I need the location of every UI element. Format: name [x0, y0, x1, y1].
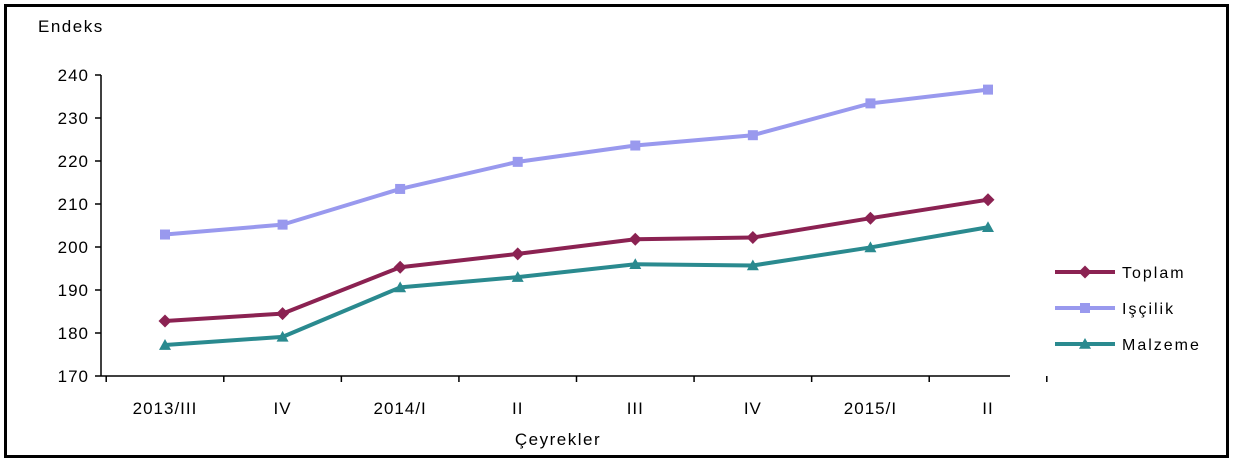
series-malzeme	[159, 221, 994, 350]
legend: Toplam Işçilik Malzeme	[1055, 265, 1201, 354]
y-tick-label: 220	[58, 152, 89, 171]
legend-item: Toplam	[1055, 265, 1186, 282]
data-point	[160, 229, 170, 240]
data-point	[394, 281, 407, 293]
series-line	[164, 87, 989, 237]
y-tick-label: 200	[58, 238, 89, 257]
x-tick-label: IV	[744, 399, 762, 418]
x-axis-title: Çeyrekler	[515, 430, 601, 449]
data-point	[277, 219, 288, 230]
data-point	[395, 183, 406, 194]
data-point	[628, 232, 642, 246]
data-point	[982, 221, 994, 233]
data-point	[511, 271, 524, 282]
series-line	[164, 225, 989, 348]
data-point	[983, 84, 993, 95]
series-line	[164, 197, 989, 323]
x-tick-label: II	[512, 399, 523, 418]
y-tick-label: 230	[58, 109, 89, 128]
plot-area: 170 180 190 200 210 220 230 240 2013/III IV 2014/I…	[58, 66, 1048, 418]
x-tick-label: 2013/III	[133, 399, 198, 418]
x-tick-label: 2015/I	[844, 399, 897, 418]
legend-label: Işçilik	[1122, 301, 1175, 318]
data-point	[981, 193, 995, 207]
data-point	[863, 211, 877, 225]
legend-item: Malzeme	[1055, 337, 1201, 354]
legend-label: Malzeme	[1122, 337, 1201, 354]
y-tick-label: 210	[58, 195, 89, 214]
y-tick-label: 240	[58, 66, 89, 85]
legend-item: Işçilik	[1055, 301, 1175, 318]
legend-marker	[1079, 338, 1091, 349]
data-point	[865, 98, 876, 109]
data-point	[864, 241, 877, 253]
data-point	[747, 130, 758, 141]
data-point	[512, 156, 523, 167]
data-point	[158, 314, 172, 328]
y-tick-label: 190	[58, 281, 89, 300]
series-toplam	[158, 193, 995, 328]
x-tick-label: III	[627, 399, 644, 418]
x-tick-label: IV	[274, 399, 292, 418]
y-axis-title: Endeks	[38, 17, 104, 36]
data-point	[393, 260, 407, 274]
data-point	[511, 247, 525, 261]
x-tick-label: 2014/I	[374, 399, 427, 418]
y-tick-label: 170	[58, 367, 89, 386]
data-point	[746, 259, 759, 271]
data-point	[629, 258, 642, 269]
data-point	[276, 307, 290, 321]
series-işçilik	[160, 84, 993, 240]
data-point	[746, 231, 760, 245]
legend-label: Toplam	[1122, 265, 1186, 282]
x-tick-label: II	[982, 399, 993, 418]
legend-marker	[1080, 303, 1090, 313]
data-point	[276, 330, 289, 342]
data-point	[159, 339, 171, 350]
y-tick-label: 180	[58, 324, 89, 343]
legend-marker	[1078, 265, 1092, 279]
data-point	[630, 140, 641, 151]
